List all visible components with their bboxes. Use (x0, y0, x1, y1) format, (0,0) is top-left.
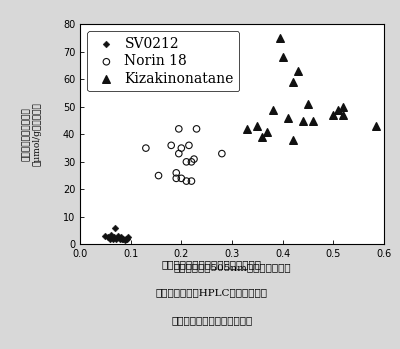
Norin 18 (143, 145, 149, 151)
Norin 18 (183, 159, 190, 165)
Kizakinonatane (340, 104, 347, 110)
X-axis label: 発芽半子葉の505nmにおける吸光度: 発芽半子葉の505nmにおける吸光度 (173, 263, 291, 272)
Norin 18 (188, 159, 195, 165)
SV0212 (110, 236, 116, 242)
Norin 18 (176, 126, 182, 132)
Kizakinonatane (277, 35, 283, 41)
Kizakinonatane (254, 123, 260, 129)
Norin 18 (176, 151, 182, 156)
SV0212 (122, 236, 129, 242)
SV0212 (118, 236, 125, 242)
Kizakinonatane (335, 107, 342, 112)
SV0212 (115, 233, 121, 239)
Norin 18 (219, 151, 225, 156)
Norin 18 (178, 145, 184, 151)
Kizakinonatane (221, 68, 228, 74)
SV0212 (105, 235, 111, 240)
Kizakinonatane (269, 107, 276, 112)
Text: 図２　簡易評価法によるグルコース: 図２ 簡易評価法によるグルコース (162, 260, 262, 269)
Kizakinonatane (295, 68, 301, 74)
Norin 18 (188, 178, 195, 184)
Text: 吸光度と　HPLC法によるグル: 吸光度と HPLC法によるグル (156, 288, 268, 297)
Kizakinonatane (310, 118, 316, 124)
SV0212 (121, 237, 128, 243)
Kizakinonatane (305, 101, 311, 107)
Norin 18 (193, 126, 200, 132)
SV0212 (116, 236, 123, 242)
Norin 18 (168, 142, 174, 148)
Kizakinonatane (300, 118, 306, 124)
SV0212 (120, 236, 126, 242)
Kizakinonatane (264, 129, 271, 134)
SV0212 (125, 235, 131, 240)
Norin 18 (173, 170, 180, 176)
Kizakinonatane (284, 115, 291, 121)
Norin 18 (183, 178, 190, 184)
Kizakinonatane (330, 112, 336, 118)
Norin 18 (191, 156, 197, 162)
SV0212 (113, 236, 120, 242)
SV0212 (102, 233, 108, 239)
SV0212 (117, 235, 124, 240)
SV0212 (107, 236, 114, 242)
Kizakinonatane (280, 54, 286, 60)
SV0212 (108, 232, 115, 237)
Kizakinonatane (373, 123, 380, 129)
Legend: SV0212, Norin 18, Kizakinonatane: SV0212, Norin 18, Kizakinonatane (87, 31, 239, 91)
Norin 18 (186, 142, 192, 148)
Norin 18 (178, 176, 184, 181)
Kizakinonatane (340, 112, 347, 118)
Kizakinonatane (259, 134, 266, 140)
Kizakinonatane (290, 137, 296, 143)
SV0212 (124, 236, 130, 242)
Kizakinonatane (244, 126, 250, 132)
Text: コシノレート含量の分布: コシノレート含量の分布 (171, 316, 253, 325)
Norin 18 (173, 176, 180, 181)
SV0212 (112, 225, 119, 231)
SV0212 (111, 235, 118, 240)
Text: グルコシノレート含量
（μmol/g発芽子葉）: グルコシノレート含量 （μmol/g発芽子葉） (22, 103, 41, 166)
Kizakinonatane (290, 79, 296, 85)
Norin 18 (155, 173, 162, 178)
